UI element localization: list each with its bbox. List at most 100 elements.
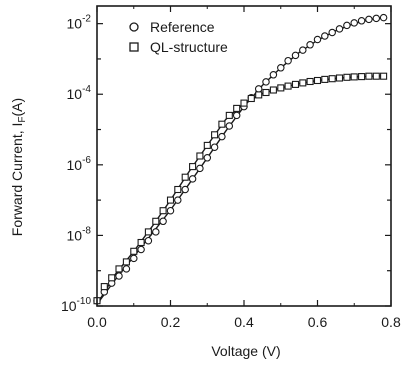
data-point-ql-structure	[328, 75, 336, 83]
y-tick-label-base: 10	[67, 227, 83, 243]
data-point-ql-structure	[108, 274, 116, 282]
data-point-ql-structure	[144, 228, 152, 236]
data-point-ql-structure	[137, 238, 145, 247]
data-point-reference	[328, 28, 336, 37]
data-point-ql-structure	[372, 72, 380, 80]
data-point-ql-structure	[130, 247, 138, 255]
y-tick-label: 10-8	[67, 225, 92, 243]
data-point-ql-structure	[335, 74, 344, 82]
fit-lines	[96, 16, 384, 305]
data-point-reference	[291, 51, 300, 60]
data-point-ql-structure	[321, 75, 329, 83]
data-point-ql-structure	[284, 82, 292, 90]
data-point-ql-structure	[291, 80, 300, 88]
data-point-ql-structure	[211, 131, 219, 139]
data-point-reference	[203, 154, 212, 162]
y-tick-label-base: 10	[67, 157, 83, 173]
y-tick-label: 10-2	[67, 14, 92, 32]
data-point-ql-structure	[203, 141, 211, 149]
data-point-ql-structure	[189, 163, 197, 171]
legend-label-reference: Reference	[150, 19, 215, 35]
data-point-reference	[159, 217, 167, 226]
data-point-ql-structure	[269, 86, 277, 94]
data-point-reference	[166, 206, 175, 215]
data-point-ql-structure	[174, 185, 182, 194]
y-tick-label-exponent: -8	[82, 225, 91, 236]
data-point-ql-structure	[166, 196, 175, 204]
data-point-reference	[277, 64, 285, 72]
data-point-reference	[232, 111, 241, 120]
data-point-ql-structure	[380, 72, 388, 80]
y-tick-label: 10-10	[61, 296, 91, 314]
data-point-ql-structure	[255, 91, 263, 99]
data-point-reference	[122, 265, 131, 273]
x-axis-label: Voltage (V)	[211, 343, 280, 359]
data-point-ql-structure	[313, 76, 322, 85]
data-point-reference	[262, 78, 270, 86]
data-point-ql-structure	[181, 173, 189, 181]
data-point-reference	[313, 35, 322, 44]
data-point-reference	[174, 196, 182, 204]
data-point-reference	[321, 32, 329, 40]
data-point-ql-structure	[233, 104, 241, 112]
y-tick-label-exponent: -10	[77, 296, 92, 307]
x-tick-label: 0.6	[308, 314, 328, 330]
y-tick-label-exponent: -4	[82, 84, 91, 95]
data-point-reference	[284, 56, 292, 65]
data-point-reference	[365, 15, 373, 24]
data-point-reference	[254, 85, 263, 93]
x-tick-label: 0.4	[234, 314, 254, 330]
data-point-reference	[335, 25, 344, 33]
y-tick-label-base: 10	[67, 16, 83, 32]
legend-marker-reference	[129, 22, 139, 32]
data-point-reference	[115, 272, 123, 280]
data-point-ql-structure	[299, 79, 307, 87]
data-point-ql-structure	[306, 77, 314, 86]
x-tick-label: 0.8	[381, 314, 401, 330]
data-point-reference	[225, 122, 234, 130]
data-point-ql-structure	[225, 111, 233, 119]
data-point-reference	[181, 185, 189, 194]
data-point-ql-structure	[358, 73, 366, 81]
legend: Reference QL-structure	[129, 19, 228, 55]
plot-frame	[96, 5, 392, 307]
y-tick-label-base: 10	[61, 298, 77, 314]
data-point-reference	[357, 17, 366, 25]
y-axis-label-subscript: F	[17, 116, 28, 122]
data-point-reference	[210, 143, 219, 151]
x-tick-label: 0.0	[87, 314, 107, 330]
y-tick-label-exponent: -6	[82, 155, 91, 166]
data-point-reference	[299, 46, 307, 54]
data-point-ql-structure	[218, 120, 226, 128]
data-point-reference	[218, 132, 226, 141]
fit-line-reference	[96, 16, 384, 305]
data-point-reference	[343, 21, 351, 30]
data-point-ql-structure	[247, 94, 255, 103]
data-point-reference	[269, 71, 278, 79]
data-point-reference	[188, 175, 197, 183]
y-tick-label-exponent: -2	[82, 14, 91, 25]
data-point-ql-structure	[115, 265, 123, 273]
data-point-ql-structure	[152, 217, 160, 225]
data-point-reference	[350, 19, 358, 27]
fit-line-ql-structure	[96, 75, 384, 305]
y-tick-label: 10-4	[67, 84, 92, 102]
legend-label-ql-structure: QL-structure	[150, 39, 228, 55]
data-point-reference	[306, 41, 314, 49]
y-axis-label-main: Forward Current, I	[9, 123, 25, 237]
data-point-ql-structure	[277, 84, 285, 92]
data-point-ql-structure	[365, 72, 373, 80]
y-tick-label-base: 10	[67, 86, 83, 102]
data-point-ql-structure	[240, 99, 248, 107]
data-markers	[93, 13, 388, 305]
legend-marker-ql-structure	[129, 42, 139, 52]
data-point-ql-structure	[343, 73, 351, 81]
data-point-ql-structure	[122, 258, 130, 266]
x-tick-label: 0.2	[161, 314, 181, 330]
data-point-reference	[144, 236, 153, 245]
data-point-reference	[137, 245, 145, 254]
data-point-ql-structure	[100, 283, 108, 291]
data-point-ql-structure	[196, 152, 204, 160]
